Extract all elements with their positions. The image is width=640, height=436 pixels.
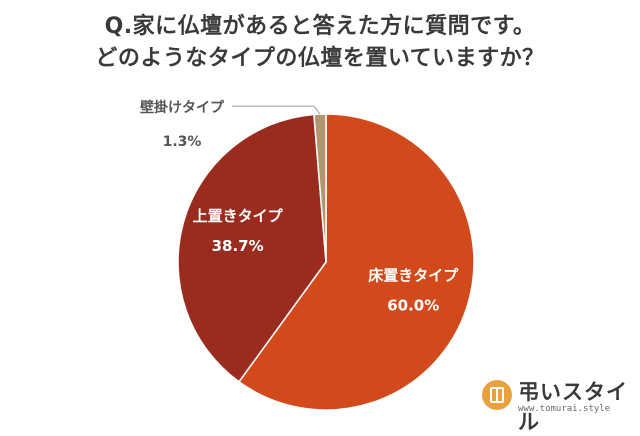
- slice-value-1: 38.7%: [212, 237, 264, 255]
- leader-line-2: [232, 105, 321, 115]
- slice-label-0: 床置きタイプ: [368, 266, 459, 284]
- brand-logo: 弔いスタイル www.tomurai.style: [482, 376, 632, 434]
- logo-icon: [482, 380, 512, 410]
- slice-value-2: 1.3%: [163, 134, 202, 150]
- pie-chart: 床置きタイプ 60.0% 上置きタイプ 38.7% 壁掛けタイプ 1.3%: [140, 99, 475, 411]
- slice-label-1: 上置きタイプ: [193, 207, 284, 225]
- slice-value-0: 60.0%: [387, 296, 439, 314]
- pie-slice-1: [177, 113, 327, 383]
- chart-title-line-1: Q.家に仏壇があると答えた方に質問です。: [104, 14, 536, 39]
- chart-title-line-2: どのようなタイプの仏壇を置いていますか？: [95, 46, 545, 71]
- chart-stage: Q.家に仏壇があると答えた方に質問です。 どのようなタイプの仏壇を置いていますか…: [95, 14, 632, 434]
- logo-url: www.tomurai.style: [518, 404, 611, 414]
- pie-slice-0: [237, 113, 475, 411]
- slice-label-2: 壁掛けタイプ: [140, 99, 225, 116]
